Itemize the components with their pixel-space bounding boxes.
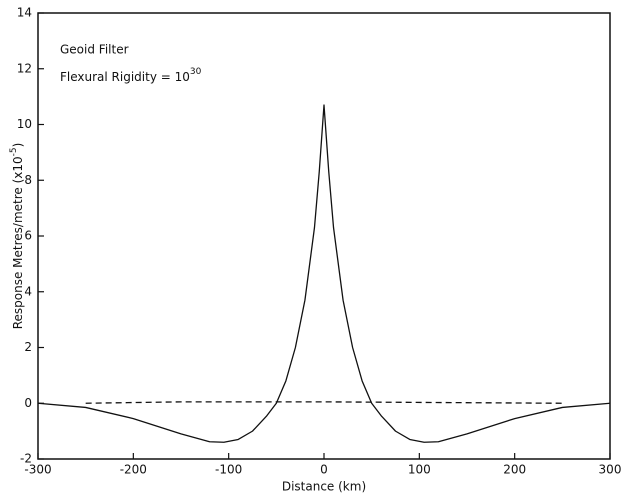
annotation: Geoid Filter — [60, 43, 129, 57]
y-axis-label-text: Response Metres/metre (x10 — [11, 156, 25, 329]
annotation: Flexural Rigidity = 1030 — [60, 67, 202, 84]
x-tick-label: -200 — [120, 463, 147, 477]
x-tick-label: -100 — [215, 463, 242, 477]
annotation-superscript: 30 — [190, 67, 202, 77]
y-tick-label: 6 — [24, 229, 32, 243]
y-tick-label: 0 — [24, 396, 32, 410]
x-tick-label: -300 — [24, 463, 51, 477]
y-axis-label-suffix: ) — [11, 143, 25, 148]
y-tick-label: 8 — [24, 173, 32, 187]
series-line — [85, 401, 563, 404]
x-tick-label: 300 — [599, 463, 622, 477]
annotation-text: Flexural Rigidity = 10 — [60, 70, 190, 84]
x-tick-label: 0 — [320, 463, 328, 477]
y-tick-label: 4 — [24, 284, 32, 298]
y-tick-label: 12 — [17, 61, 32, 75]
y-tick-label: -2 — [20, 452, 32, 466]
x-tick-label: 100 — [408, 463, 431, 477]
y-tick-label: 2 — [24, 340, 32, 354]
x-axis-label: Distance (km) — [282, 480, 366, 494]
y-axis-label: Response Metres/metre (x10-5) — [9, 143, 25, 330]
y-tick-label: 14 — [17, 6, 32, 20]
x-tick-label: 200 — [503, 463, 526, 477]
y-tick-label: 10 — [17, 117, 32, 131]
series-line — [37, 104, 611, 443]
y-axis-label-superscript: -5 — [9, 147, 19, 156]
